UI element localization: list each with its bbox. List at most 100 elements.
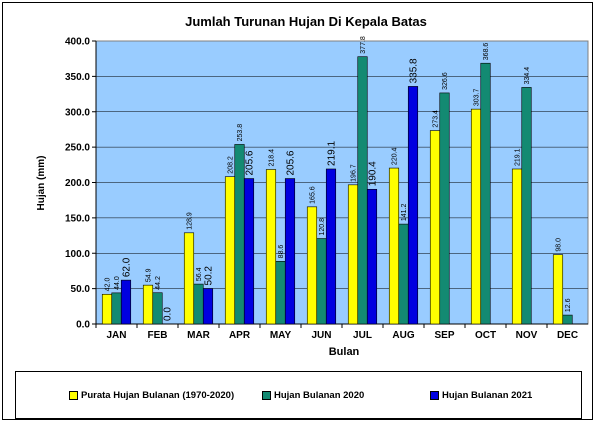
y-tick-label: 50.0 [71, 284, 91, 295]
bar-sep-s0 [429, 130, 441, 325]
bar-aug-s0 [388, 167, 400, 325]
bar-oct-s1 [480, 62, 491, 325]
x-tick-label: MAY [270, 330, 292, 341]
bar-label: 205.6 [286, 150, 297, 175]
legend-item-2020: Hujan Bulanan 2020 [262, 390, 364, 401]
x-tick-label: JUL [353, 330, 372, 341]
bar-label: 303.7 [474, 89, 481, 107]
bar-label: 219.1 [515, 148, 522, 166]
bar-label: 44.2 [155, 276, 162, 290]
bar-dec-s1 [562, 314, 573, 325]
bar-feb-s0 [142, 284, 154, 325]
y-tick-label: 300.0 [65, 107, 90, 118]
bar-jan-s1 [111, 292, 122, 325]
bar-apr-s0 [224, 176, 236, 325]
bar-mar-s0 [183, 232, 195, 325]
bar-jun-s0 [306, 206, 318, 325]
bar-label: 196.7 [351, 164, 358, 182]
bar-label: 88.6 [278, 245, 285, 259]
legend-label-purata: Purata Hujan Bulanan (1970-2020) [81, 390, 235, 401]
bar-label: 253.8 [237, 124, 244, 142]
bar-jan-s2 [120, 279, 132, 325]
bar-label: 44.0 [114, 276, 121, 290]
bar-apr-s1 [234, 144, 245, 325]
y-axis-label: Hujan (mm) [36, 156, 47, 211]
x-tick-label: MAR [187, 330, 211, 341]
x-axis-label: Bulan [329, 346, 360, 358]
bar-sep-s1 [439, 92, 450, 325]
bar-label: 12.6 [565, 298, 572, 312]
bar-nov-s1 [521, 87, 532, 325]
bar-label: 220.4 [392, 147, 399, 165]
x-tick-label: AUG [392, 330, 414, 341]
y-tick-label: 200.0 [65, 178, 90, 189]
bar-jul-s0 [347, 184, 359, 325]
bar-label: 54.9 [146, 268, 153, 282]
bar-jul-s2 [366, 188, 378, 325]
bar-label: 128.9 [187, 212, 194, 230]
y-tick-label: 250.0 [65, 143, 90, 154]
bar-label: 273.4 [433, 110, 440, 128]
bars [95, 41, 588, 325]
bar-label: 98.0 [556, 238, 563, 252]
bar-label: 42.0 [105, 278, 112, 292]
bar-may-s0 [265, 169, 277, 325]
bar-label: 335.8 [409, 58, 420, 83]
bar-label: 141.2 [401, 203, 408, 221]
y-axis-ticks: 0.0 50.0 100.0 150.0 200.0 250.0 300.0 350.0 400… [65, 37, 90, 331]
bar-label: 208.2 [228, 156, 235, 174]
legend-label-2021: Hujan Bulanan 2021 [442, 390, 533, 401]
bar-labels: 42.0 44.062.0 54.944.2 0.0 128.9 56.4 50.2 208.… [105, 36, 573, 321]
legend-swatch-2021 [430, 391, 439, 400]
bar-may-s2 [284, 178, 296, 325]
bar-oct-s0 [470, 108, 482, 325]
x-tick-label: APR [229, 330, 251, 341]
bar-label: 120.8 [319, 218, 326, 236]
bar-label: 334.4 [524, 67, 531, 85]
y-tick-label: 100.0 [65, 249, 90, 260]
bar-label: 0.0 [163, 307, 174, 321]
bar-label: 205.6 [245, 150, 256, 175]
bar-jun-s1 [316, 238, 327, 325]
x-tick-label: NOV [516, 330, 538, 341]
bar-label: 326.6 [442, 72, 449, 90]
x-tick-label: OCT [475, 330, 496, 341]
bar-dec-s0 [552, 254, 564, 325]
y-tick-label: 0.0 [76, 320, 90, 331]
bar-label: 368.6 [483, 43, 490, 61]
bar-jan-s0 [101, 293, 113, 325]
x-axis-ticks: JAN FEB MAR APR MAY JUN JUL AUG SEP OCT NOV DEC [95, 324, 578, 341]
bar-label: 165.6 [310, 186, 317, 204]
bar-label: 190.4 [368, 161, 379, 186]
bar-aug-s2 [407, 86, 419, 325]
bar-may-s1 [275, 261, 286, 325]
legend-swatch-purata [69, 391, 78, 400]
y-tick-label: 150.0 [65, 213, 90, 224]
legend-label-2020: Hujan Bulanan 2020 [274, 390, 365, 401]
legend-item-purata: Purata Hujan Bulanan (1970-2020) [69, 390, 234, 401]
bar-jul-s1 [357, 56, 368, 325]
bar-label: 62.0 [122, 257, 133, 277]
x-tick-label: FEB [148, 330, 168, 341]
bar-feb-s1 [152, 292, 163, 325]
bar-label: 50.2 [204, 266, 215, 286]
bar-label: 56.4 [196, 267, 203, 281]
y-tick-label: 400.0 [65, 37, 90, 48]
legend-item-2021: Hujan Bulanan 2021 [430, 390, 532, 401]
bar-aug-s1 [398, 223, 409, 325]
bar-jun-s2 [325, 168, 337, 325]
x-tick-label: DEC [557, 330, 578, 341]
y-tick-label: 350.0 [65, 72, 90, 83]
x-tick-label: JAN [106, 330, 126, 341]
bar-nov-s0 [511, 168, 523, 325]
bar-label: 377.8 [360, 36, 367, 54]
x-tick-label: JUN [311, 330, 331, 341]
chart-title: Jumlah Turunan Hujan Di Kepala Batas [185, 14, 427, 29]
legend: Purata Hujan Bulanan (1970-2020) Hujan B… [15, 371, 582, 419]
legend-swatch-2020 [262, 391, 271, 400]
bar-apr-s2 [243, 178, 255, 325]
gridlines [92, 40, 588, 325]
x-tick-label: SEP [434, 330, 454, 341]
bar-mar-s1 [193, 283, 204, 325]
